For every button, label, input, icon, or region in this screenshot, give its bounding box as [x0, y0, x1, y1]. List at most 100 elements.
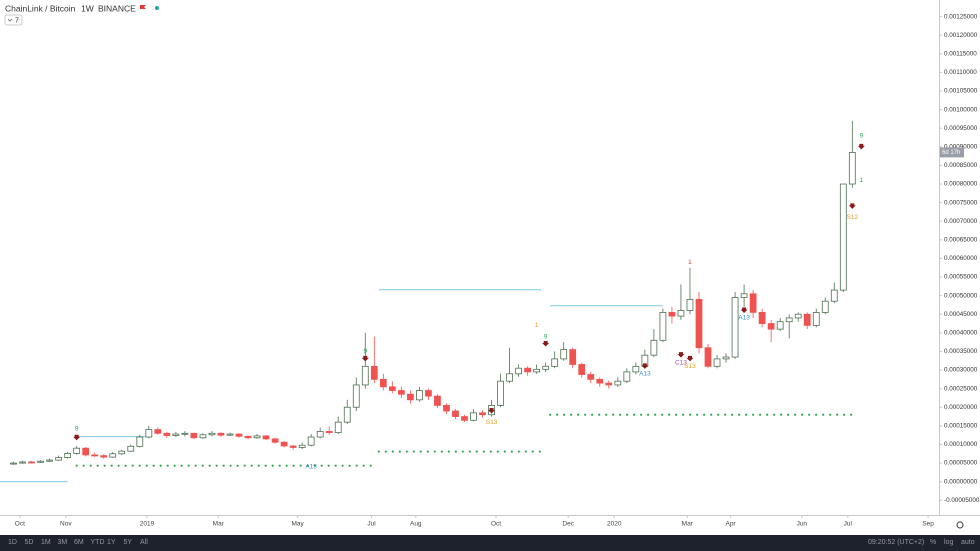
range-button[interactable]: YTD [90, 539, 105, 546]
candle-body [695, 298, 703, 349]
candle-body [722, 356, 730, 360]
candle-body [199, 434, 207, 439]
signal-arrow [488, 407, 496, 414]
signal-arrow [641, 363, 649, 369]
settings-icon[interactable] [956, 521, 964, 529]
candle-body [217, 432, 225, 436]
range-button[interactable]: 5D [24, 539, 34, 546]
candle-body [64, 452, 72, 458]
annotation: 9 [860, 132, 864, 139]
y-tick-label: 0.00080000 [944, 181, 978, 188]
candle-body [307, 436, 315, 446]
candle-body [334, 421, 342, 433]
candle-body [686, 298, 694, 311]
annotation: S13 [486, 419, 498, 426]
candle-body [154, 429, 162, 434]
y-tick-label: 0.00100000 [944, 106, 978, 113]
y-tick-label: 0.00000000 [944, 478, 978, 485]
candle-body [614, 380, 622, 386]
status-dot [155, 6, 159, 10]
candle-body [731, 297, 739, 358]
candle-body [127, 445, 135, 452]
annotation: S13 [684, 363, 696, 370]
candle-body [406, 393, 414, 401]
candle-body [325, 431, 333, 433]
candle-body [262, 435, 270, 440]
candle-body [46, 459, 53, 462]
y-tick-label: 0.00035000 [944, 348, 978, 355]
bottom-toolbar: 1D 5D 1M 3M 6M YTD 1Y 5Y All 09:20:52 (UTC+2)% log… [0, 535, 980, 551]
candle-body [506, 373, 513, 382]
scale-option[interactable]: log [944, 539, 954, 546]
scale-option[interactable]: auto [961, 539, 975, 546]
candle-body [470, 412, 477, 421]
candle-body [379, 378, 387, 388]
candle-body [650, 339, 658, 356]
candle-body [587, 374, 595, 380]
x-tick-label: May [291, 521, 304, 528]
candle-body [100, 455, 108, 458]
candle-body [343, 406, 351, 423]
y-tick-label: 0.00110000 [944, 69, 977, 76]
x-tick-label: Mar [682, 521, 694, 528]
y-tick-label: 0.00020000 [944, 404, 978, 411]
candle-body [794, 313, 802, 319]
indicator-toggle[interactable] [4, 14, 23, 26]
clock: 09:20:52 (UTC+2) [868, 539, 925, 546]
candle-body [434, 395, 441, 406]
x-tick-label: Dec [562, 521, 574, 528]
symbol-title: ChainLink / Bitcoin [5, 3, 76, 13]
candle-body [767, 323, 775, 330]
x-tick-label: Aug [410, 521, 422, 528]
annotation: 9 [363, 348, 367, 355]
candle-body [82, 447, 90, 456]
signal-arrow [857, 143, 865, 150]
candle-body [416, 390, 423, 401]
y-tick-label: 0.00065000 [944, 237, 978, 244]
flag-icon[interactable] [140, 5, 146, 9]
countdown-box [940, 147, 964, 158]
candle-body [659, 311, 667, 341]
candle-body [515, 367, 522, 375]
x-tick-label: 2020 [607, 521, 622, 528]
y-tick-label: 0.00055000 [944, 274, 978, 281]
candle-body [109, 453, 117, 458]
signal-arrow [686, 355, 694, 362]
candle-body [812, 311, 820, 326]
range-button[interactable]: 1M [41, 539, 51, 546]
range-button[interactable]: 6M [74, 539, 84, 546]
chevron-icon [7, 18, 13, 22]
range-button[interactable]: 1D [8, 539, 17, 546]
candle-body [839, 183, 847, 291]
candle-body [632, 365, 640, 373]
candle-body [479, 412, 486, 416]
gear[interactable] [956, 521, 964, 529]
range-button[interactable]: 3M [57, 539, 68, 546]
chart-background [0, 0, 980, 535]
candle-body [361, 365, 369, 386]
range-button[interactable]: 1Y [107, 539, 116, 546]
header: ChainLink / Bitcoin 1W BINANCE 7 [4, 3, 159, 26]
candle-body [569, 349, 577, 365]
range-button[interactable]: All [140, 539, 148, 546]
y-tick-label: 0.00120000 [944, 32, 978, 39]
candle-body [145, 429, 153, 438]
annotation: A13 [639, 370, 651, 377]
candle-body [803, 313, 811, 326]
annotation: 9 [75, 426, 79, 433]
candle-body [370, 365, 378, 380]
x-tick-label: Sep [922, 521, 934, 528]
candle-body [181, 432, 189, 435]
candle-body [208, 432, 216, 436]
range-button[interactable]: 5Y [123, 539, 133, 546]
candle-body [118, 450, 126, 455]
candle-body [443, 405, 450, 412]
scale-option[interactable]: % [930, 539, 937, 546]
candle-body [677, 310, 685, 317]
x-tick-label: Jul [844, 521, 853, 528]
candle-body [289, 445, 297, 448]
signal-arrow [361, 355, 369, 362]
candle-body [704, 347, 712, 367]
annotation: S12 [847, 214, 859, 221]
